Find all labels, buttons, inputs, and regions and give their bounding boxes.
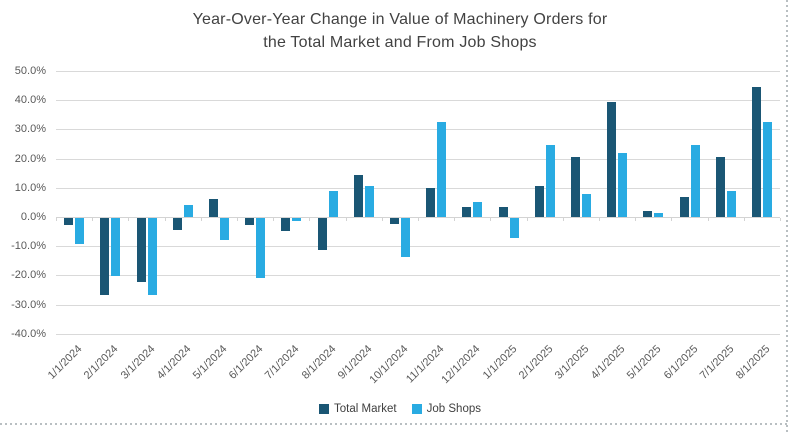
bar-job-shops <box>328 190 338 217</box>
gridline <box>56 129 780 131</box>
bar-job-shops <box>219 218 229 240</box>
axis-tick <box>92 218 94 221</box>
axis-tick <box>273 218 275 221</box>
axis-tick <box>345 218 347 221</box>
axis-tick <box>743 218 745 221</box>
bar-total-market <box>136 218 146 283</box>
axis-tick <box>454 218 456 221</box>
legend-item-job-shops: Job Shops <box>411 403 481 415</box>
bar-total-market <box>245 218 255 226</box>
axis-tick <box>707 218 709 221</box>
y-axis-tick-label: -20.0% <box>11 269 46 282</box>
bar-total-market <box>534 186 544 217</box>
bar-job-shops <box>183 205 193 217</box>
axis-tick <box>237 218 238 221</box>
bar-job-shops <box>256 218 266 278</box>
axis-tick <box>780 218 781 221</box>
bar-total-market <box>100 218 110 296</box>
bar-total-market <box>751 87 761 217</box>
gridline <box>56 158 780 160</box>
y-axis-tick-label: 0.0% <box>20 211 46 223</box>
legend: Total Market Job Shops <box>0 403 800 415</box>
bar-job-shops <box>473 202 483 217</box>
y-axis-tick-label: -30.0% <box>11 298 46 311</box>
axis-tick <box>671 218 673 221</box>
bar-job-shops <box>364 186 374 217</box>
axis-tick <box>599 218 600 221</box>
bar-total-market <box>462 206 472 217</box>
y-axis-tick-label: 10.0% <box>14 181 46 194</box>
axis-tick <box>635 218 637 221</box>
bar-total-market <box>317 218 327 251</box>
bar-job-shops <box>111 218 121 277</box>
y-axis-tick-label: 40.0% <box>14 94 46 107</box>
bar-job-shops <box>147 218 157 296</box>
bar-job-shops <box>581 193 591 217</box>
gridline <box>56 246 780 248</box>
bar-job-shops <box>292 218 302 221</box>
bar-total-market <box>208 199 218 217</box>
axis-tick <box>418 218 419 221</box>
axis-tick <box>562 218 564 221</box>
bar-total-market <box>64 218 74 226</box>
bar-total-market <box>498 206 508 217</box>
bar-total-market <box>679 196 689 217</box>
bar-job-shops <box>75 218 85 245</box>
axis-tick <box>526 218 528 221</box>
axis-tick <box>309 218 311 221</box>
bar-job-shops <box>762 122 772 217</box>
bar-job-shops <box>618 152 628 217</box>
zero-axis-line <box>56 217 780 218</box>
bar-total-market <box>172 218 182 230</box>
bar-total-market <box>281 218 291 232</box>
gridline <box>56 304 780 306</box>
bar-total-market <box>426 187 436 217</box>
bar-job-shops <box>545 145 555 217</box>
bar-job-shops <box>654 212 664 217</box>
y-axis-tick-label: -40.0% <box>11 327 46 340</box>
gridline <box>56 71 780 72</box>
axis-tick <box>56 218 57 221</box>
y-axis-tick-label: 20.0% <box>14 152 46 165</box>
bar-job-shops <box>690 145 700 217</box>
legend-label: Job Shops <box>426 403 481 415</box>
bar-total-market <box>570 157 580 217</box>
chart-title: Year-Over-Year Change in Value of Machin… <box>192 11 608 51</box>
page-break-line-right <box>786 0 788 434</box>
legend-swatch-job-shops <box>411 404 422 414</box>
axis-tick <box>164 218 166 221</box>
bar-total-market <box>389 218 399 224</box>
bar-job-shops <box>726 190 736 217</box>
gridline <box>56 187 780 189</box>
bar-job-shops <box>400 218 410 258</box>
bar-total-market <box>607 101 617 217</box>
bar-total-market <box>353 174 363 217</box>
y-axis-tick-label: 30.0% <box>14 123 46 136</box>
gridline <box>56 333 780 335</box>
gridline <box>56 275 780 277</box>
axis-tick <box>490 218 492 221</box>
y-axis-tick-label: -10.0% <box>11 240 46 253</box>
bar-total-market <box>715 157 725 217</box>
y-axis-tick-label: 50.0% <box>14 65 46 77</box>
legend-swatch-total-market <box>319 404 329 414</box>
bar-total-market <box>643 211 653 217</box>
gridline <box>56 100 780 102</box>
axis-tick <box>381 218 383 221</box>
page-break-line-bottom <box>0 423 787 425</box>
axis-tick <box>128 218 130 221</box>
bar-job-shops <box>509 218 519 239</box>
legend-item-total-market: Total Market <box>319 403 397 415</box>
legend-label: Total Market <box>334 403 397 415</box>
axis-tick <box>200 218 202 221</box>
bar-job-shops <box>437 122 447 217</box>
